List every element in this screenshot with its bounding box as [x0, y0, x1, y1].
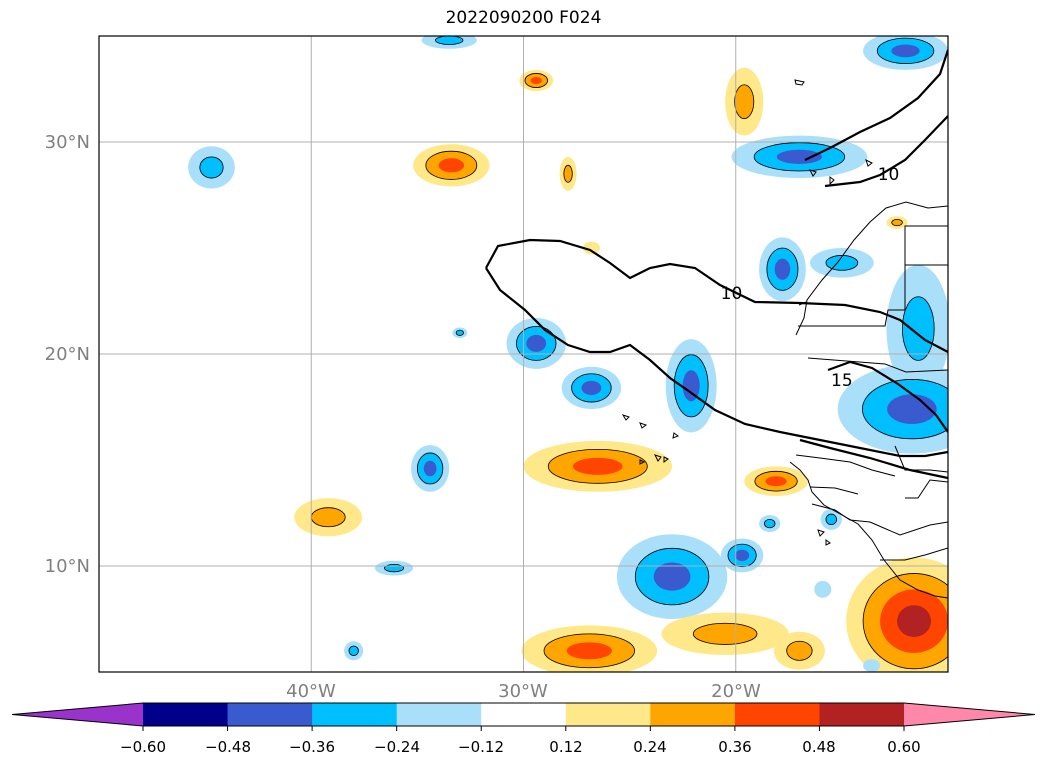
negative-anomaly-blob [735, 549, 750, 562]
country-border-senegal [795, 454, 896, 523]
negative-anomaly-blob [825, 255, 859, 271]
cb-tick-label: 0.24 [633, 738, 666, 756]
negative-anomaly-blob [348, 645, 359, 656]
colorbar-segment [396, 703, 482, 726]
cb-tick-label: 0.12 [549, 738, 582, 756]
contour-10-north [804, 49, 948, 188]
cb-tick-label: −0.60 [120, 738, 166, 756]
colorbar-segment [565, 703, 651, 726]
negative-anomaly-blob [825, 513, 837, 526]
contour-10-central [485, 238, 948, 353]
positive-anomaly-blob [530, 76, 542, 85]
colorbar-extend-high [904, 703, 1035, 726]
colorbar-segment [734, 703, 820, 726]
contour-15 [799, 360, 948, 480]
cb-tick-label: 0.60 [887, 738, 920, 756]
cb-tick-label: −0.24 [374, 738, 420, 756]
negative-anomaly-blob [653, 562, 691, 591]
cb-tick-label: 0.48 [802, 738, 835, 756]
cb-tick-label: −0.12 [458, 738, 504, 756]
colorbar-extend-low [12, 703, 143, 726]
country-border-mali-guinea [869, 445, 948, 561]
negative-anomaly-blob [776, 149, 823, 164]
colorbar-segment [819, 703, 905, 726]
canary-islands [794, 79, 873, 186]
cb-tick-label: 0.36 [718, 738, 751, 756]
colorbar-segment [227, 703, 313, 726]
country-border-western-sahara [798, 225, 948, 327]
colorbar-segment [143, 703, 229, 726]
lat-label-10n: 10°N [45, 556, 90, 577]
negative-anomaly-blob [199, 156, 224, 179]
positive-anomaly-blob [582, 241, 600, 255]
negative-anomaly-blob [423, 460, 437, 477]
latitude-labels: 30°N 20°N 10°N [45, 132, 90, 577]
negative-anomaly-blob [887, 394, 937, 424]
negative-anomaly-blob [891, 44, 920, 58]
colorbar-segment [481, 703, 567, 726]
negative-anomaly-blob [581, 380, 602, 395]
lat-label-20n: 20°N [45, 344, 90, 365]
positive-anomaly-blob [765, 476, 787, 487]
longitude-labels: 40°W 30°W 20°W [286, 681, 761, 702]
contour-label: 15 [831, 371, 853, 391]
contour-labels: 10 10 15 [721, 165, 900, 391]
lon-label-40w: 40°W [286, 681, 336, 702]
positive-anomaly-blob [734, 84, 755, 120]
negative-anomaly-blob [526, 334, 547, 352]
contour-lines [485, 49, 948, 480]
positive-anomaly-blob [692, 622, 758, 645]
negative-anomaly-blob [682, 370, 700, 402]
positive-anomaly-blob [891, 218, 903, 227]
map-title: 2022090200 F024 [445, 8, 602, 28]
positive-anomaly-blob [438, 158, 465, 173]
colorbar-tick-labels: −0.60 −0.48 −0.36 −0.24 −0.12 0.12 0.24 … [120, 738, 921, 756]
negative-anomaly-blob [901, 296, 935, 361]
lon-label-20w: 20°W [711, 681, 761, 702]
positive-anomaly-blob [310, 507, 346, 528]
colorbar-segment [312, 703, 398, 726]
lon-label-30w: 30°W [498, 681, 548, 702]
country-border-mauritania [807, 264, 948, 373]
negative-anomaly-blob [455, 329, 464, 336]
positive-anomaly-blob [897, 605, 932, 638]
positive-anomaly-blob [563, 164, 573, 183]
colorbar [11, 702, 1036, 731]
negative-anomaly-blob [774, 258, 791, 280]
coastline-layer [621, 79, 948, 599]
positive-anomaly-blob [786, 640, 813, 661]
colorbar-segment [650, 703, 736, 726]
negative-anomaly-blob [764, 518, 776, 529]
contour-10-south [485, 267, 948, 458]
negative-anomaly-blob [435, 36, 464, 45]
map-frame [98, 35, 949, 673]
bissagos-islands [817, 529, 831, 546]
positive-anomaly-blob [566, 642, 612, 660]
positive-anomaly-blob [573, 457, 623, 475]
cb-tick-label: −0.36 [289, 738, 335, 756]
negative-anomaly-blob [863, 659, 881, 672]
gridlines [99, 36, 948, 672]
cb-tick-label: −0.48 [205, 738, 251, 756]
lat-label-30n: 30°N [45, 132, 90, 153]
cape-verde-islands [621, 414, 680, 465]
contour-label: 10 [878, 165, 900, 185]
negative-anomaly-blob [814, 580, 832, 598]
contour-label: 10 [721, 284, 743, 304]
